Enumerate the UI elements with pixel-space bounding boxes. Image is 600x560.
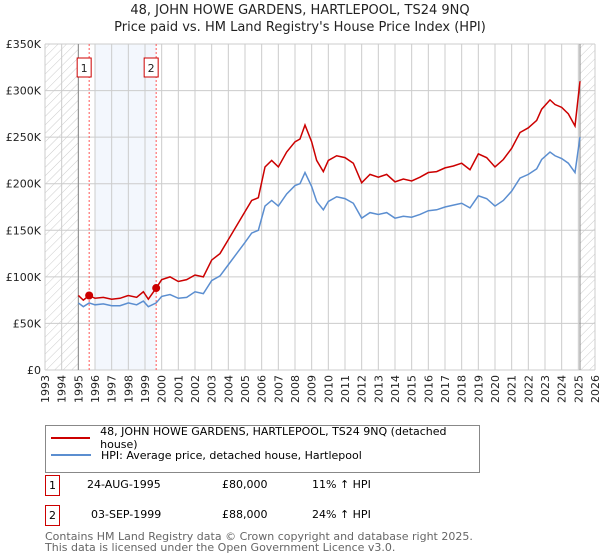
blue-line-swatch bbox=[51, 454, 91, 456]
transaction-row: 1 24-AUG-1995 £80,000 11% ↑ HPI bbox=[45, 475, 505, 496]
sale-hpi-diff: 11% ↑ HPI bbox=[312, 478, 371, 491]
footer-line: This data is licensed under the Open Gov… bbox=[45, 541, 396, 554]
chart-title: 48, JOHN HOWE GARDENS, HARTLEPOOL, TS24 … bbox=[130, 3, 470, 18]
sale-price: £80,000 bbox=[222, 478, 268, 491]
x-tick-label: 2025 bbox=[572, 375, 585, 403]
red-line-swatch bbox=[51, 437, 91, 439]
y-tick-label: £350K bbox=[6, 38, 42, 51]
x-tick-label: 2022 bbox=[522, 375, 535, 403]
x-tick-label: 1996 bbox=[89, 375, 102, 403]
x-tick-label: 2004 bbox=[222, 375, 235, 403]
hpi-line bbox=[77, 137, 581, 308]
x-tick-label: 2007 bbox=[272, 375, 285, 403]
transaction-row: 2 03-SEP-1999 £88,000 24% ↑ HPI bbox=[45, 505, 505, 526]
x-tick-label: 2016 bbox=[422, 375, 435, 403]
x-tick-label: 2012 bbox=[356, 375, 369, 403]
sale-date: 03-SEP-1999 bbox=[91, 508, 162, 521]
x-tick-label: 2001 bbox=[172, 375, 185, 403]
x-tick-label: 2003 bbox=[206, 375, 219, 403]
sale-badge: 1 bbox=[45, 475, 60, 496]
x-tick-label: 2011 bbox=[339, 375, 352, 403]
sale-label-box bbox=[143, 57, 159, 78]
x-tick-label: 2013 bbox=[372, 375, 385, 403]
x-tick-label: 2002 bbox=[189, 375, 202, 403]
sale-label: 2 bbox=[148, 62, 155, 75]
chart-subtitle: Price paid vs. HM Land Registry's House … bbox=[114, 20, 486, 35]
x-tick-label: 2019 bbox=[472, 375, 485, 403]
sale-point bbox=[152, 284, 161, 293]
y-tick-label: £50K bbox=[13, 317, 42, 330]
x-tick-label: 1993 bbox=[39, 375, 52, 403]
x-tick-label: 2005 bbox=[239, 375, 252, 403]
x-tick-label: 2020 bbox=[489, 375, 502, 403]
y-tick-label: £150K bbox=[6, 224, 42, 237]
y-tick-label: £300K bbox=[6, 85, 42, 98]
x-tick-label: 1998 bbox=[122, 375, 135, 403]
x-tick-label: 2021 bbox=[506, 375, 519, 403]
sale-label-box bbox=[76, 57, 92, 78]
sale-hpi-diff: 24% ↑ HPI bbox=[312, 508, 371, 521]
x-tick-label: 2014 bbox=[389, 375, 402, 403]
sale-price: £88,000 bbox=[222, 508, 268, 521]
x-tick-label: 1994 bbox=[56, 375, 69, 403]
footer: Contains HM Land Registry data © Crown c… bbox=[45, 531, 473, 553]
shaded-band bbox=[95, 44, 157, 370]
x-tick-label: 1995 bbox=[72, 375, 85, 403]
legend-label: 48, JOHN HOWE GARDENS, HARTLEPOOL, TS24 … bbox=[100, 425, 447, 451]
x-tick-label: 2023 bbox=[539, 375, 552, 403]
footer-line: Contains HM Land Registry data © Crown c… bbox=[45, 530, 473, 543]
hatched-region-after bbox=[580, 44, 595, 370]
x-tick-label: 2018 bbox=[456, 375, 469, 403]
x-tick-label: 2006 bbox=[256, 375, 269, 403]
x-tick-label: 2000 bbox=[156, 375, 169, 403]
sale-badge: 2 bbox=[45, 505, 60, 526]
sale-date: 24-AUG-1995 bbox=[87, 478, 161, 491]
legend-item-property: 48, JOHN HOWE GARDENS, HARTLEPOOL, TS24 … bbox=[46, 425, 479, 451]
x-tick-label: 2024 bbox=[556, 375, 569, 403]
legend: 48, JOHN HOWE GARDENS, HARTLEPOOL, TS24 … bbox=[45, 425, 480, 473]
y-tick-label: £0 bbox=[27, 364, 41, 377]
x-tick-label: 1999 bbox=[139, 375, 152, 403]
x-tick-label: 2008 bbox=[289, 375, 302, 403]
x-tick-label: 2009 bbox=[306, 375, 319, 403]
legend-item-hpi: HPI: Average price, detached house, Hart… bbox=[46, 447, 362, 463]
x-tick-label: 2015 bbox=[406, 375, 419, 403]
y-tick-label: £250K bbox=[6, 131, 42, 144]
x-tick-label: 2026 bbox=[589, 375, 600, 403]
price-chart: 1993 1994 1995 1996 1997 1998 1999 2000 2001 2002… bbox=[6, 38, 600, 403]
sale-label: 1 bbox=[81, 62, 88, 75]
legend-label: HPI: Average price, detached house, Hart… bbox=[101, 448, 362, 462]
x-tick-label: 2017 bbox=[439, 375, 452, 403]
x-tick-label: 2010 bbox=[322, 375, 335, 403]
x-tick-label: 1997 bbox=[106, 375, 119, 403]
y-tick-label: £200K bbox=[6, 178, 42, 191]
sale-point bbox=[85, 291, 94, 300]
y-tick-label: £100K bbox=[6, 271, 42, 284]
